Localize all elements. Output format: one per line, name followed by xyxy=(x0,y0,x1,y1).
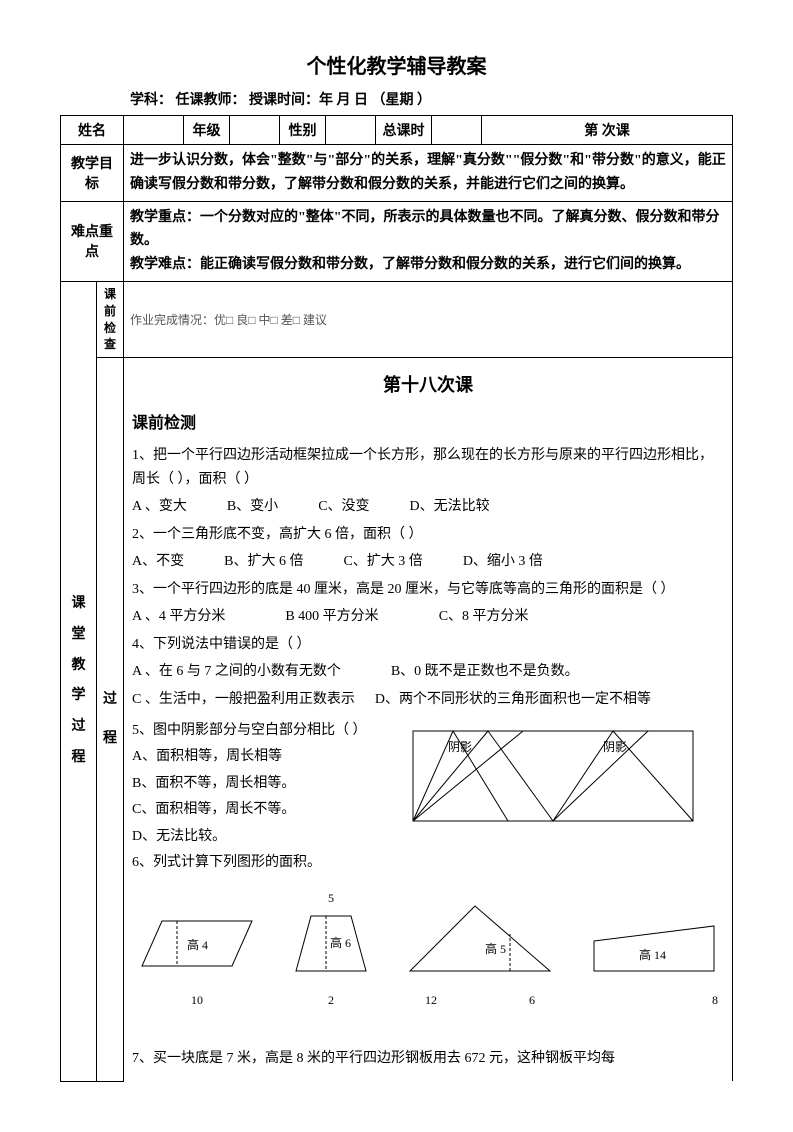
q2-opt-b: B、扩大 6 倍 xyxy=(224,550,303,575)
label-goal: 教学目标 xyxy=(61,145,124,202)
value-gender xyxy=(326,116,376,145)
q4-opt-b: B、0 既不是正数也不是负数。 xyxy=(391,660,579,685)
lesson-content: 第十八次课 课前检测 1、把一个平行四边形活动框架拉成一个长方形，那么现在的长方… xyxy=(130,362,726,1077)
svg-text:高 4: 高 4 xyxy=(187,937,208,952)
q1-opt-a: A 、变大 xyxy=(132,495,187,520)
q4-opt-a: A 、在 6 与 7 之间的小数有无数个 xyxy=(132,660,341,685)
question-4: 4、下列说法中错误的是（ ） xyxy=(132,633,724,658)
section-pretest: 课前检测 xyxy=(132,410,724,438)
tri-base-left: 12 xyxy=(425,990,437,1011)
question-5: 5、图中阴影部分与空白部分相比（ ） xyxy=(132,719,392,744)
precheck-text: 作业完成情况：优□ 良□ 中□ 差□ 建议 xyxy=(124,281,733,357)
q4-options: A 、在 6 与 7 之间的小数有无数个 B、0 既不是正数也不是负数。 C 、… xyxy=(132,660,724,713)
q1-opt-b: B、变小 xyxy=(227,495,278,520)
page-title: 个性化教学辅导教案 xyxy=(60,50,733,79)
svg-text:高 6: 高 6 xyxy=(330,935,351,950)
lesson-plan-table: 姓名 年级 性别 总课时 第 次课 教学目标 进一步认识分数，体会"整数"与"部… xyxy=(60,115,733,1082)
svg-text:高 5: 高 5 xyxy=(485,941,506,956)
question-2: 2、一个三角形底不变，高扩大 6 倍，面积（ ） xyxy=(132,523,724,548)
q5-opt-b: B、面积不等，周长相等。 xyxy=(132,772,392,797)
trap-bottom: 2 xyxy=(286,990,376,1011)
label-grade: 年级 xyxy=(184,116,230,145)
q5-opt-d: D、无法比较。 xyxy=(132,825,392,850)
shape-parallelogram: 高 4 10 xyxy=(132,911,262,1011)
q2-opt-d: D、缩小 3 倍 xyxy=(463,550,543,575)
process-label: 课堂教学过程 xyxy=(61,281,97,1081)
trap-top: 5 xyxy=(286,888,376,909)
shaded-figure: 阴影 阴影 xyxy=(408,721,708,841)
label-nth: 第 次课 xyxy=(482,116,733,145)
lesson-title: 第十八次课 xyxy=(132,370,724,402)
question-6: 6、列式计算下列图形的面积。 xyxy=(132,851,392,876)
q1-opt-d: D、无法比较 xyxy=(410,495,490,520)
svg-text:阴影: 阴影 xyxy=(603,740,627,754)
q2-opt-a: A、不变 xyxy=(132,550,184,575)
q3-opt-a: A 、4 平方分米 xyxy=(132,605,225,630)
para-base: 10 xyxy=(132,990,262,1011)
sub-line: 学科： 任课教师： 授课时间：年 月 日 （星期 ） xyxy=(60,89,733,109)
q1-opt-c: C、没变 xyxy=(318,495,369,520)
svg-text:阴影: 阴影 xyxy=(448,740,472,754)
q5-opt-c: C、面积相等，周长不等。 xyxy=(132,798,392,823)
label-gender: 性别 xyxy=(280,116,326,145)
shape-righttrap: 高 14 8 xyxy=(584,921,724,1011)
precheck-label: 课前检查 xyxy=(97,281,124,357)
question-1: 1、把一个平行四边形活动框架拉成一个长方形，那么现在的长方形与原来的平行四边形相… xyxy=(132,444,724,493)
process-sub-label: 过程 xyxy=(97,358,124,1082)
keypoint-text: 教学重点：一个分数对应的"整体"不同，所表示的具体数量也不同。了解真分数、假分数… xyxy=(124,201,733,281)
label-total: 总课时 xyxy=(376,116,432,145)
label-keypoint: 难点重点 xyxy=(61,201,124,281)
label-name: 姓名 xyxy=(61,116,124,145)
q1-options: A 、变大 B、变小 C、没变 D、无法比较 xyxy=(132,495,724,520)
value-total xyxy=(432,116,482,145)
q3-opt-b: B 400 平方分米 xyxy=(285,605,378,630)
value-grade xyxy=(230,116,280,145)
question-7: 7、买一块底是 7 米，高是 8 米的平行四边形钢板用去 672 元，这种钢板平… xyxy=(132,1047,724,1072)
q2-options: A、不变 B、扩大 6 倍 C、扩大 3 倍 D、缩小 3 倍 xyxy=(132,550,724,575)
q2-opt-c: C、扩大 3 倍 xyxy=(343,550,422,575)
q4-opt-c: C 、生活中，一般把盈利用正数表示 xyxy=(132,688,355,713)
q4-opt-d: D、两个不同形状的三角形面积也一定不相等 xyxy=(375,688,651,713)
shape-triangle: 高 5 12 6 xyxy=(400,901,560,1011)
rtrap-base: 8 xyxy=(584,990,724,1011)
question-3: 3、一个平行四边形的底是 40 厘米，高是 20 厘米，与它等底等高的三角形的面… xyxy=(132,578,724,603)
svg-text:高 14: 高 14 xyxy=(639,947,666,962)
shapes-row: 高 4 10 5 高 6 2 xyxy=(132,888,724,1011)
q3-options: A 、4 平方分米 B 400 平方分米 C、8 平方分米 xyxy=(132,605,724,630)
goal-text: 进一步认识分数，体会"整数"与"部分"的关系，理解"真分数""假分数"和"带分数… xyxy=(124,145,733,202)
tri-base-right: 6 xyxy=(529,990,535,1011)
q5-opt-a: A、面积相等，周长相等 xyxy=(132,745,392,770)
value-name xyxy=(124,116,184,145)
q3-opt-c: C、8 平方分米 xyxy=(439,605,529,630)
shape-trapezoid: 5 高 6 2 xyxy=(286,888,376,1011)
